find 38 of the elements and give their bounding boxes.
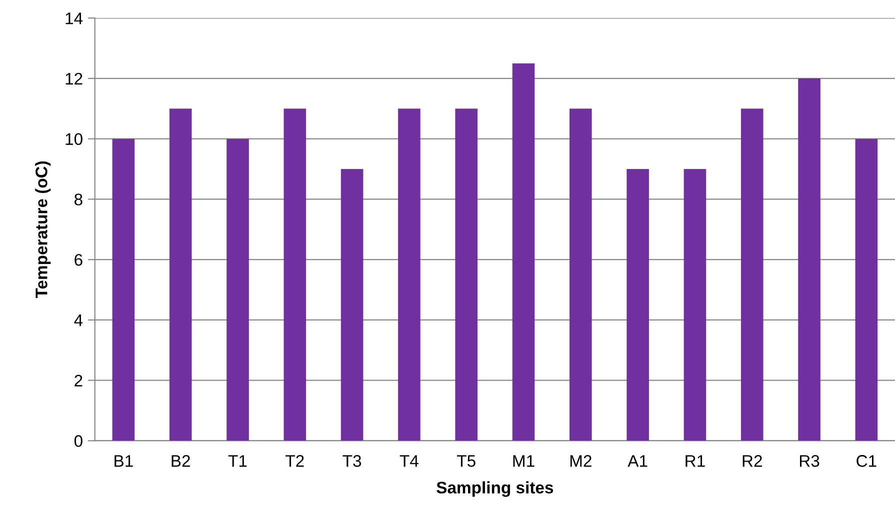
y-tick-label: 10 <box>66 133 82 146</box>
x-tick-label: C1 <box>856 455 876 467</box>
y-tick-label: 12 <box>66 72 82 84</box>
bar <box>855 138 878 441</box>
bar <box>398 108 420 441</box>
bar <box>226 138 249 441</box>
bar <box>740 108 764 441</box>
bar <box>455 108 478 441</box>
x-tick-label: R1 <box>686 455 705 467</box>
bar <box>169 108 192 441</box>
bar <box>684 169 706 441</box>
y-axis-title: Temperature (oC) <box>35 161 51 298</box>
y-tick-label: 2 <box>74 374 82 386</box>
y-tick-label: 4 <box>74 314 83 326</box>
x-tick-label: T4 <box>400 455 418 467</box>
x-tick-label: B2 <box>172 455 190 467</box>
x-tick-label: T2 <box>286 455 304 467</box>
y-tick-label: 6 <box>74 254 82 266</box>
bar <box>112 138 135 441</box>
bar <box>570 108 592 441</box>
x-tick-label: M2 <box>570 455 592 467</box>
x-axis-title: Sampling sites <box>436 481 554 497</box>
x-tick-label: T5 <box>457 455 476 467</box>
bar <box>512 63 535 441</box>
x-tick-label: R2 <box>742 455 762 467</box>
y-tick-label: 14 <box>66 12 83 24</box>
y-tick-label: 8 <box>74 194 82 206</box>
bar <box>284 108 306 441</box>
x-tick-label: A1 <box>628 455 648 467</box>
x-tick-label: R3 <box>800 455 820 467</box>
bar <box>798 78 820 441</box>
x-tick-label: T3 <box>342 455 362 467</box>
x-tick-label: M1 <box>513 455 534 467</box>
y-tick-label: 0 <box>74 435 82 447</box>
x-tick-label: B1 <box>114 455 133 467</box>
bar <box>340 169 364 441</box>
bar <box>626 169 649 441</box>
x-tick-label: T1 <box>228 455 247 467</box>
